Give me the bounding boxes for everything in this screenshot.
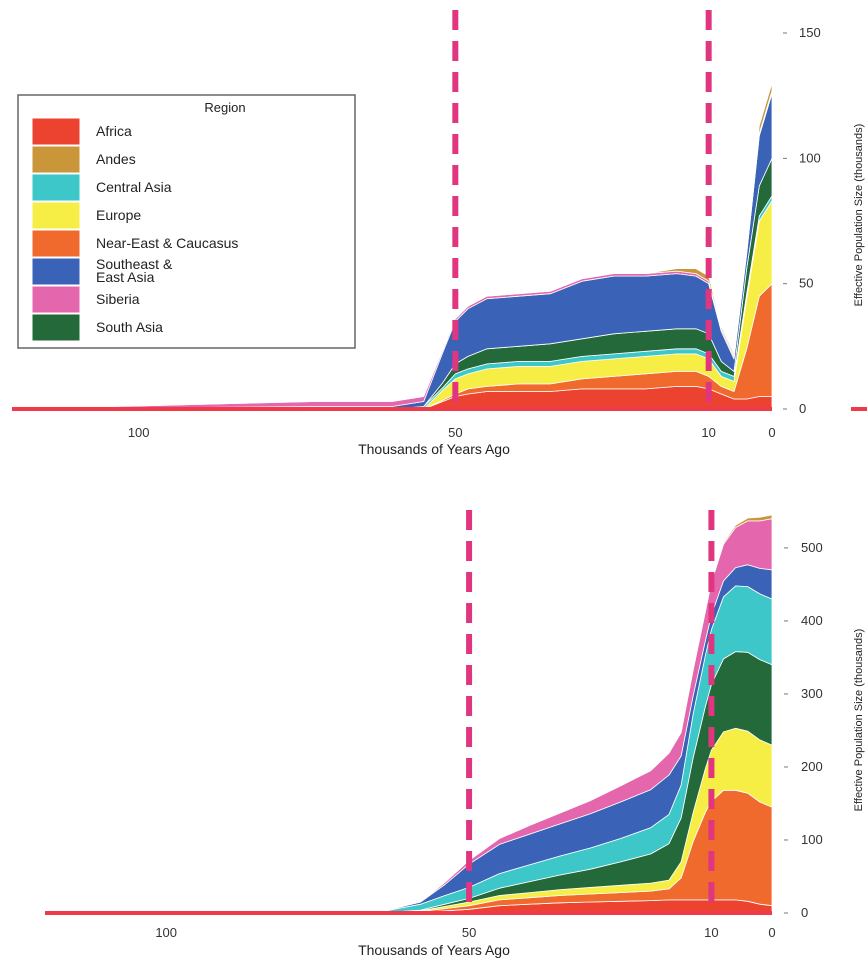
- top-y-axis: 0 50 100 150: [783, 25, 821, 416]
- bottom-y-tick-label: 0: [801, 905, 808, 920]
- bottom-x-tick-label: 10: [704, 925, 718, 940]
- bottom-y-tick-label: 100: [801, 832, 823, 847]
- legend-label-near-east-caucasus: Near-East & Caucasus: [96, 235, 238, 251]
- legend-label-central-asia: Central Asia: [96, 179, 172, 195]
- legend-swatch-near-east-caucasus: [31, 229, 81, 258]
- bottom-y-axis-title: Effective Population Size (thousands): [853, 629, 865, 812]
- top-x-tick-labels: 100 50 10 0: [128, 425, 776, 440]
- legend-label-andes: Andes: [96, 151, 136, 167]
- top-area-layers: [11, 82, 773, 410]
- bottom-x-tick-label: 0: [768, 925, 775, 940]
- top-x-tick-label: 0: [768, 425, 775, 440]
- bottom-x-axis-title: Thousands of Years Ago: [358, 942, 510, 958]
- top-x-tick-label: 100: [128, 425, 150, 440]
- bottom-y-tick-label: 500: [801, 540, 823, 555]
- bottom-area-andes: [44, 514, 773, 914]
- legend-label-europe: Europe: [96, 207, 141, 223]
- legend-swatch-southeast-east-asia: [31, 257, 81, 286]
- top-y-tick-label: 100: [799, 150, 821, 165]
- top-y-tick-label: 150: [799, 25, 821, 40]
- legend-label-africa: Africa: [96, 123, 132, 139]
- legend-swatch-europe: [31, 201, 81, 230]
- bottom-y-axis: 0 100 200 300 400 500: [784, 540, 823, 920]
- legend-title: Region: [204, 100, 245, 115]
- top-x-axis-title: Thousands of Years Ago: [358, 441, 510, 457]
- top-x-tick-label: 10: [701, 425, 715, 440]
- bottom-area-layers: [44, 514, 773, 914]
- top-marker-lines: [452, 10, 712, 408]
- legend-items: Africa Andes Central Asia Europe Near-East &…: [31, 117, 238, 342]
- legend-swatch-south-asia: [31, 313, 81, 342]
- bottom-x-tick-labels: 100 50 10 0: [155, 925, 775, 940]
- bottom-y-tick-label: 200: [801, 759, 823, 774]
- top-y-tick-label: 50: [799, 276, 813, 291]
- legend-swatch-central-asia: [31, 173, 81, 202]
- bottom-x-tick-label: 50: [462, 925, 476, 940]
- legend-swatch-siberia: [31, 285, 81, 314]
- legend-label-southeast-east-asia: Southeast & East Asia: [96, 256, 173, 285]
- bottom-marker-lines: [466, 510, 715, 912]
- legend-label-siberia: Siberia: [96, 291, 140, 307]
- bottom-y-tick-label: 400: [801, 613, 823, 628]
- top-y-tick-label: 0: [799, 401, 806, 416]
- top-x-tick-label: 50: [448, 425, 462, 440]
- legend-label-south-asia: South Asia: [96, 319, 163, 335]
- top-area-andes: [11, 82, 773, 410]
- legend-swatch-africa: [31, 117, 81, 146]
- top-y-axis-title: Effective Population Size (thousands): [853, 124, 865, 307]
- bottom-x-tick-label: 100: [155, 925, 177, 940]
- legend: Region Africa Andes Central Asia Europe Near…: [17, 94, 356, 349]
- legend-swatch-andes: [31, 145, 81, 174]
- bottom-y-tick-label: 300: [801, 686, 823, 701]
